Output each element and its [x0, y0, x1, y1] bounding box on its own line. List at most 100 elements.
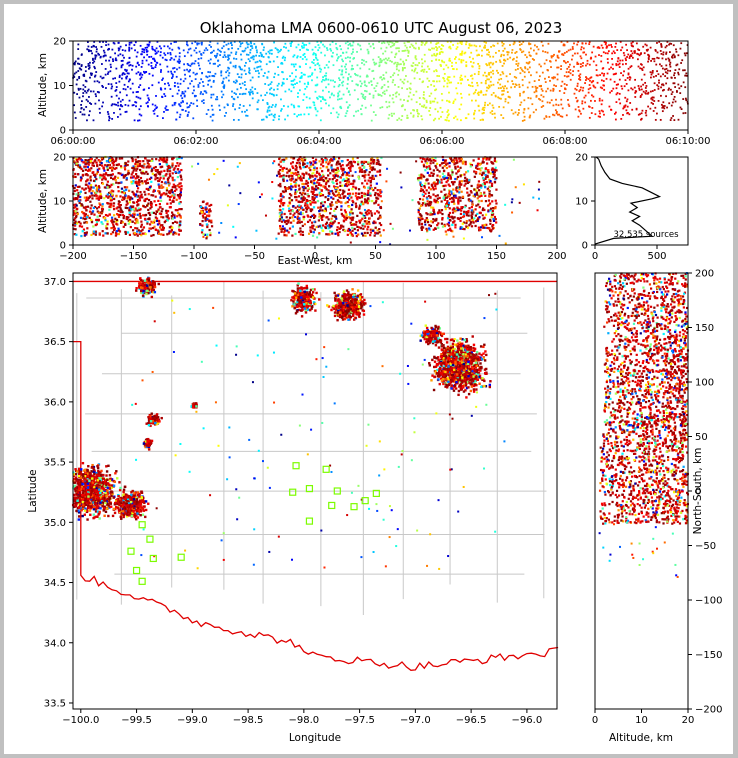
eastwest-source-point — [122, 225, 125, 228]
time-source-point — [588, 41, 591, 44]
time-source-point — [471, 77, 474, 80]
time-source-point — [114, 59, 117, 61]
eastwest-source-point — [96, 215, 99, 218]
eastwest-source-point — [426, 200, 429, 203]
eastwest-source-point — [319, 214, 323, 218]
time-source-point — [420, 43, 423, 46]
time-source-point — [213, 75, 216, 78]
time-source-point — [673, 82, 676, 85]
time-source-point — [314, 53, 317, 55]
eastwest-source-point — [422, 163, 425, 166]
time-source-point — [369, 45, 372, 48]
eastwest-source-point — [309, 209, 313, 213]
time-source-point — [180, 101, 183, 104]
time-source-point — [561, 80, 564, 83]
time-source-point — [131, 82, 134, 85]
eastwest-source-point — [116, 212, 119, 216]
time-source-point — [452, 44, 454, 46]
eastwest-source-point — [118, 206, 121, 209]
eastwest-source-point — [298, 163, 301, 166]
time-source-point — [528, 81, 531, 84]
time-source-point — [516, 64, 519, 67]
time-source-point — [207, 83, 209, 86]
time-source-point — [662, 51, 665, 54]
time-source-point — [443, 80, 446, 82]
eastwest-source-point — [177, 164, 180, 167]
time-source-point — [166, 45, 169, 48]
time-source-point — [143, 70, 145, 73]
time-source-point — [357, 98, 359, 101]
time-source-point — [95, 46, 98, 48]
time-source-point — [479, 119, 482, 121]
eastwest-source-point — [162, 186, 165, 189]
time-source-point — [347, 44, 350, 46]
eastwest-source-point — [365, 168, 368, 172]
time-source-point — [141, 73, 144, 76]
time-source-point — [261, 99, 264, 102]
eastwest-source-point — [134, 195, 137, 198]
eastwest-source-point — [95, 207, 99, 210]
time-source-point — [519, 94, 521, 97]
time-source-point — [290, 41, 293, 43]
time-source-point — [576, 99, 579, 102]
eastwest-source-point — [297, 177, 300, 180]
time-source-point — [592, 60, 595, 63]
time-source-point — [656, 51, 659, 54]
time-source-point — [231, 95, 233, 98]
time-source-point — [520, 68, 523, 71]
time-source-point — [159, 63, 162, 66]
time-source-point — [83, 113, 86, 116]
eastwest-source-point — [78, 164, 81, 167]
eastwest-source-point — [104, 213, 108, 217]
eastwest-source-point — [76, 222, 79, 225]
time-source-point — [660, 52, 663, 55]
time-source-point — [446, 78, 449, 80]
time-source-point — [605, 41, 607, 44]
time-source-point — [575, 88, 578, 91]
eastwest-source-point — [166, 233, 169, 236]
eastwest-source-point — [379, 234, 382, 237]
time-source-point — [345, 51, 348, 54]
eastwest-source-point — [434, 159, 437, 162]
time-source-point — [208, 79, 211, 82]
time-source-point — [126, 85, 129, 88]
time-source-point — [305, 48, 308, 51]
eastwest-source-point — [160, 210, 163, 213]
eastwest-source-point — [336, 186, 339, 189]
time-source-point — [231, 90, 233, 93]
time-source-point — [602, 67, 605, 69]
eastwest-source-point — [104, 219, 107, 222]
eastwest-source-point — [97, 188, 100, 191]
eastwest-source-point — [149, 227, 152, 230]
time-source-point — [365, 90, 368, 93]
time-source-point — [658, 40, 661, 43]
time-source-point — [194, 95, 197, 97]
time-source-point — [555, 103, 558, 106]
eastwest-source-point — [156, 223, 160, 226]
eastwest-source-point — [280, 217, 284, 220]
time-source-point — [117, 49, 120, 52]
time-source-point — [179, 82, 182, 85]
time-source-point — [124, 111, 127, 113]
time-source-point — [322, 89, 324, 92]
eastwest-source-point — [201, 229, 204, 232]
time-source-point — [92, 90, 95, 93]
eastwest-source-point — [98, 214, 102, 217]
time-source-point — [318, 64, 321, 67]
time-source-point — [612, 87, 615, 90]
eastwest-source-point — [83, 212, 86, 215]
time-source-point — [350, 52, 353, 55]
time-source-point — [259, 51, 262, 54]
time-source-point — [256, 51, 258, 54]
eastwest-source-point — [305, 210, 308, 213]
time-source-point — [571, 74, 574, 76]
eastwest-source-point — [370, 158, 373, 161]
time-source-point — [363, 63, 366, 66]
time-source-point — [663, 105, 666, 107]
eastwest-source-point — [300, 193, 303, 196]
eastwest-source-point — [281, 169, 284, 173]
time-xtick-label: 06:06:00 — [420, 136, 465, 147]
eastwest-source-point — [357, 192, 360, 195]
eastwest-source-point — [444, 230, 447, 233]
eastwest-source-point — [316, 187, 320, 190]
